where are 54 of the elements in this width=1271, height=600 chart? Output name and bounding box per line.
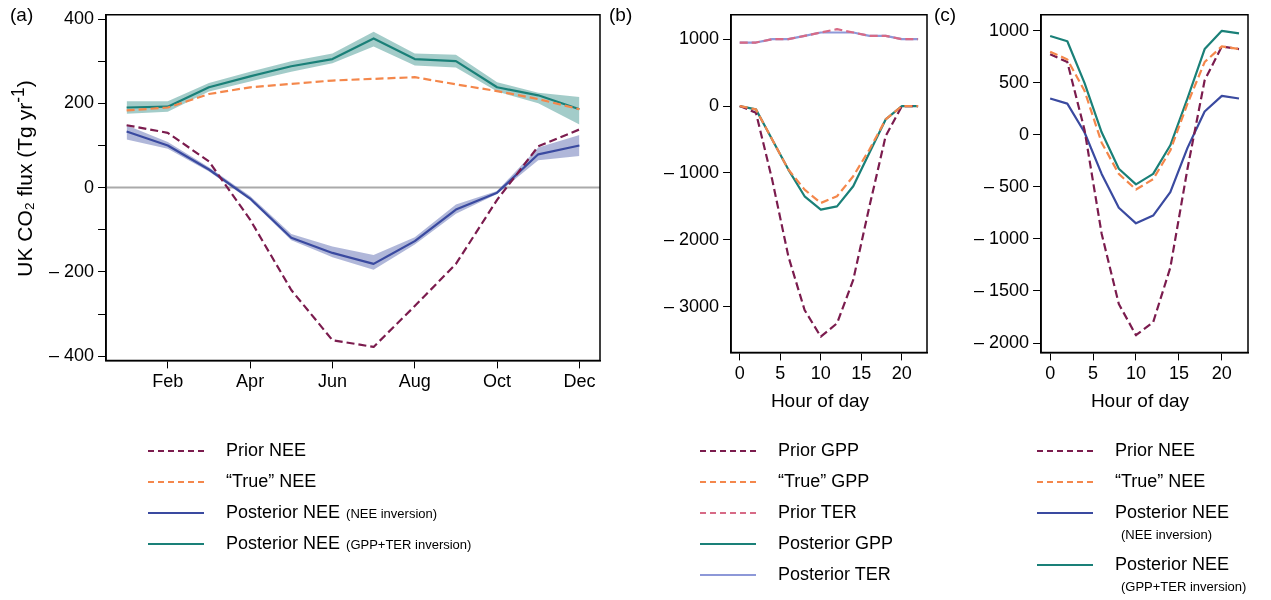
x-tick-label: 0 bbox=[1045, 363, 1056, 384]
line-series bbox=[125, 76, 581, 112]
y-tick-label: – 400 bbox=[49, 345, 95, 366]
y-tick-label: – 1000 bbox=[663, 161, 720, 182]
y-tick-label: 200 bbox=[64, 92, 95, 113]
y-tick-label: 0 bbox=[1019, 123, 1030, 144]
x-tick-label: 15 bbox=[1168, 363, 1189, 384]
y-tick-label: 0 bbox=[84, 176, 95, 197]
x-tick-label: 5 bbox=[775, 363, 786, 384]
y-tick-label: – 500 bbox=[984, 175, 1030, 196]
legend-label: Posterior TER bbox=[778, 564, 891, 585]
legend-label: Posterior NEE (NEE inversion) bbox=[1115, 502, 1231, 544]
y-tick-label: 400 bbox=[64, 7, 95, 28]
x-tick-label: 15 bbox=[851, 363, 872, 384]
y-tick-label: – 3000 bbox=[663, 295, 720, 316]
chart-title: (c) bbox=[934, 4, 957, 26]
legend-label: Posterior NEE (GPP+TER inversion) bbox=[226, 533, 472, 554]
y-tick-label: 1000 bbox=[679, 28, 720, 49]
legend-label: Posterior NEE (NEE inversion) bbox=[226, 502, 438, 523]
legend-label: Prior NEE bbox=[226, 440, 307, 461]
legend-label: Prior NEE bbox=[1115, 440, 1196, 461]
legend-label: Posterior GPP bbox=[778, 533, 894, 554]
legend-label: Prior GPP bbox=[778, 440, 860, 461]
y-tick-label: 500 bbox=[999, 71, 1030, 92]
x-tick-label: Aug bbox=[398, 371, 431, 392]
legend-label: “True” NEE bbox=[226, 471, 317, 492]
y-tick-label: 0 bbox=[709, 95, 720, 116]
legend-label: “True” GPP bbox=[778, 471, 870, 492]
x-axis-title: Hour of day bbox=[769, 390, 871, 412]
legend-label: Prior TER bbox=[778, 502, 857, 523]
x-tick-label: 10 bbox=[1125, 363, 1146, 384]
x-tick-label: 0 bbox=[734, 363, 745, 384]
x-tick-label: Feb bbox=[152, 371, 184, 392]
y-tick-label: – 1000 bbox=[973, 227, 1030, 248]
x-tick-label: Oct bbox=[483, 371, 512, 392]
x-axis-title: Hour of day bbox=[1089, 390, 1191, 412]
y-tick-label: – 2000 bbox=[663, 228, 720, 249]
chart-title: (b) bbox=[609, 4, 633, 26]
chart-title: (a) bbox=[10, 4, 34, 26]
x-tick-label: Dec bbox=[563, 371, 596, 392]
x-tick-label: 10 bbox=[810, 363, 831, 384]
x-tick-label: Apr bbox=[236, 371, 265, 392]
y-tick-label: – 2000 bbox=[973, 332, 1030, 352]
line-series bbox=[125, 124, 581, 349]
x-tick-label: 20 bbox=[1211, 363, 1232, 384]
x-tick-label: Jun bbox=[317, 371, 347, 392]
line-series bbox=[1049, 45, 1241, 337]
legend-label: Posterior NEE (GPP+TER inversion) bbox=[1115, 554, 1248, 596]
y-tick-label: – 1500 bbox=[973, 279, 1030, 300]
legend-label: “True” NEE bbox=[1115, 471, 1206, 492]
x-tick-label: 20 bbox=[891, 363, 912, 384]
y-tick-label: 1000 bbox=[989, 19, 1030, 40]
x-tick-label: 5 bbox=[1088, 363, 1099, 384]
y-tick-label: – 200 bbox=[49, 260, 95, 281]
